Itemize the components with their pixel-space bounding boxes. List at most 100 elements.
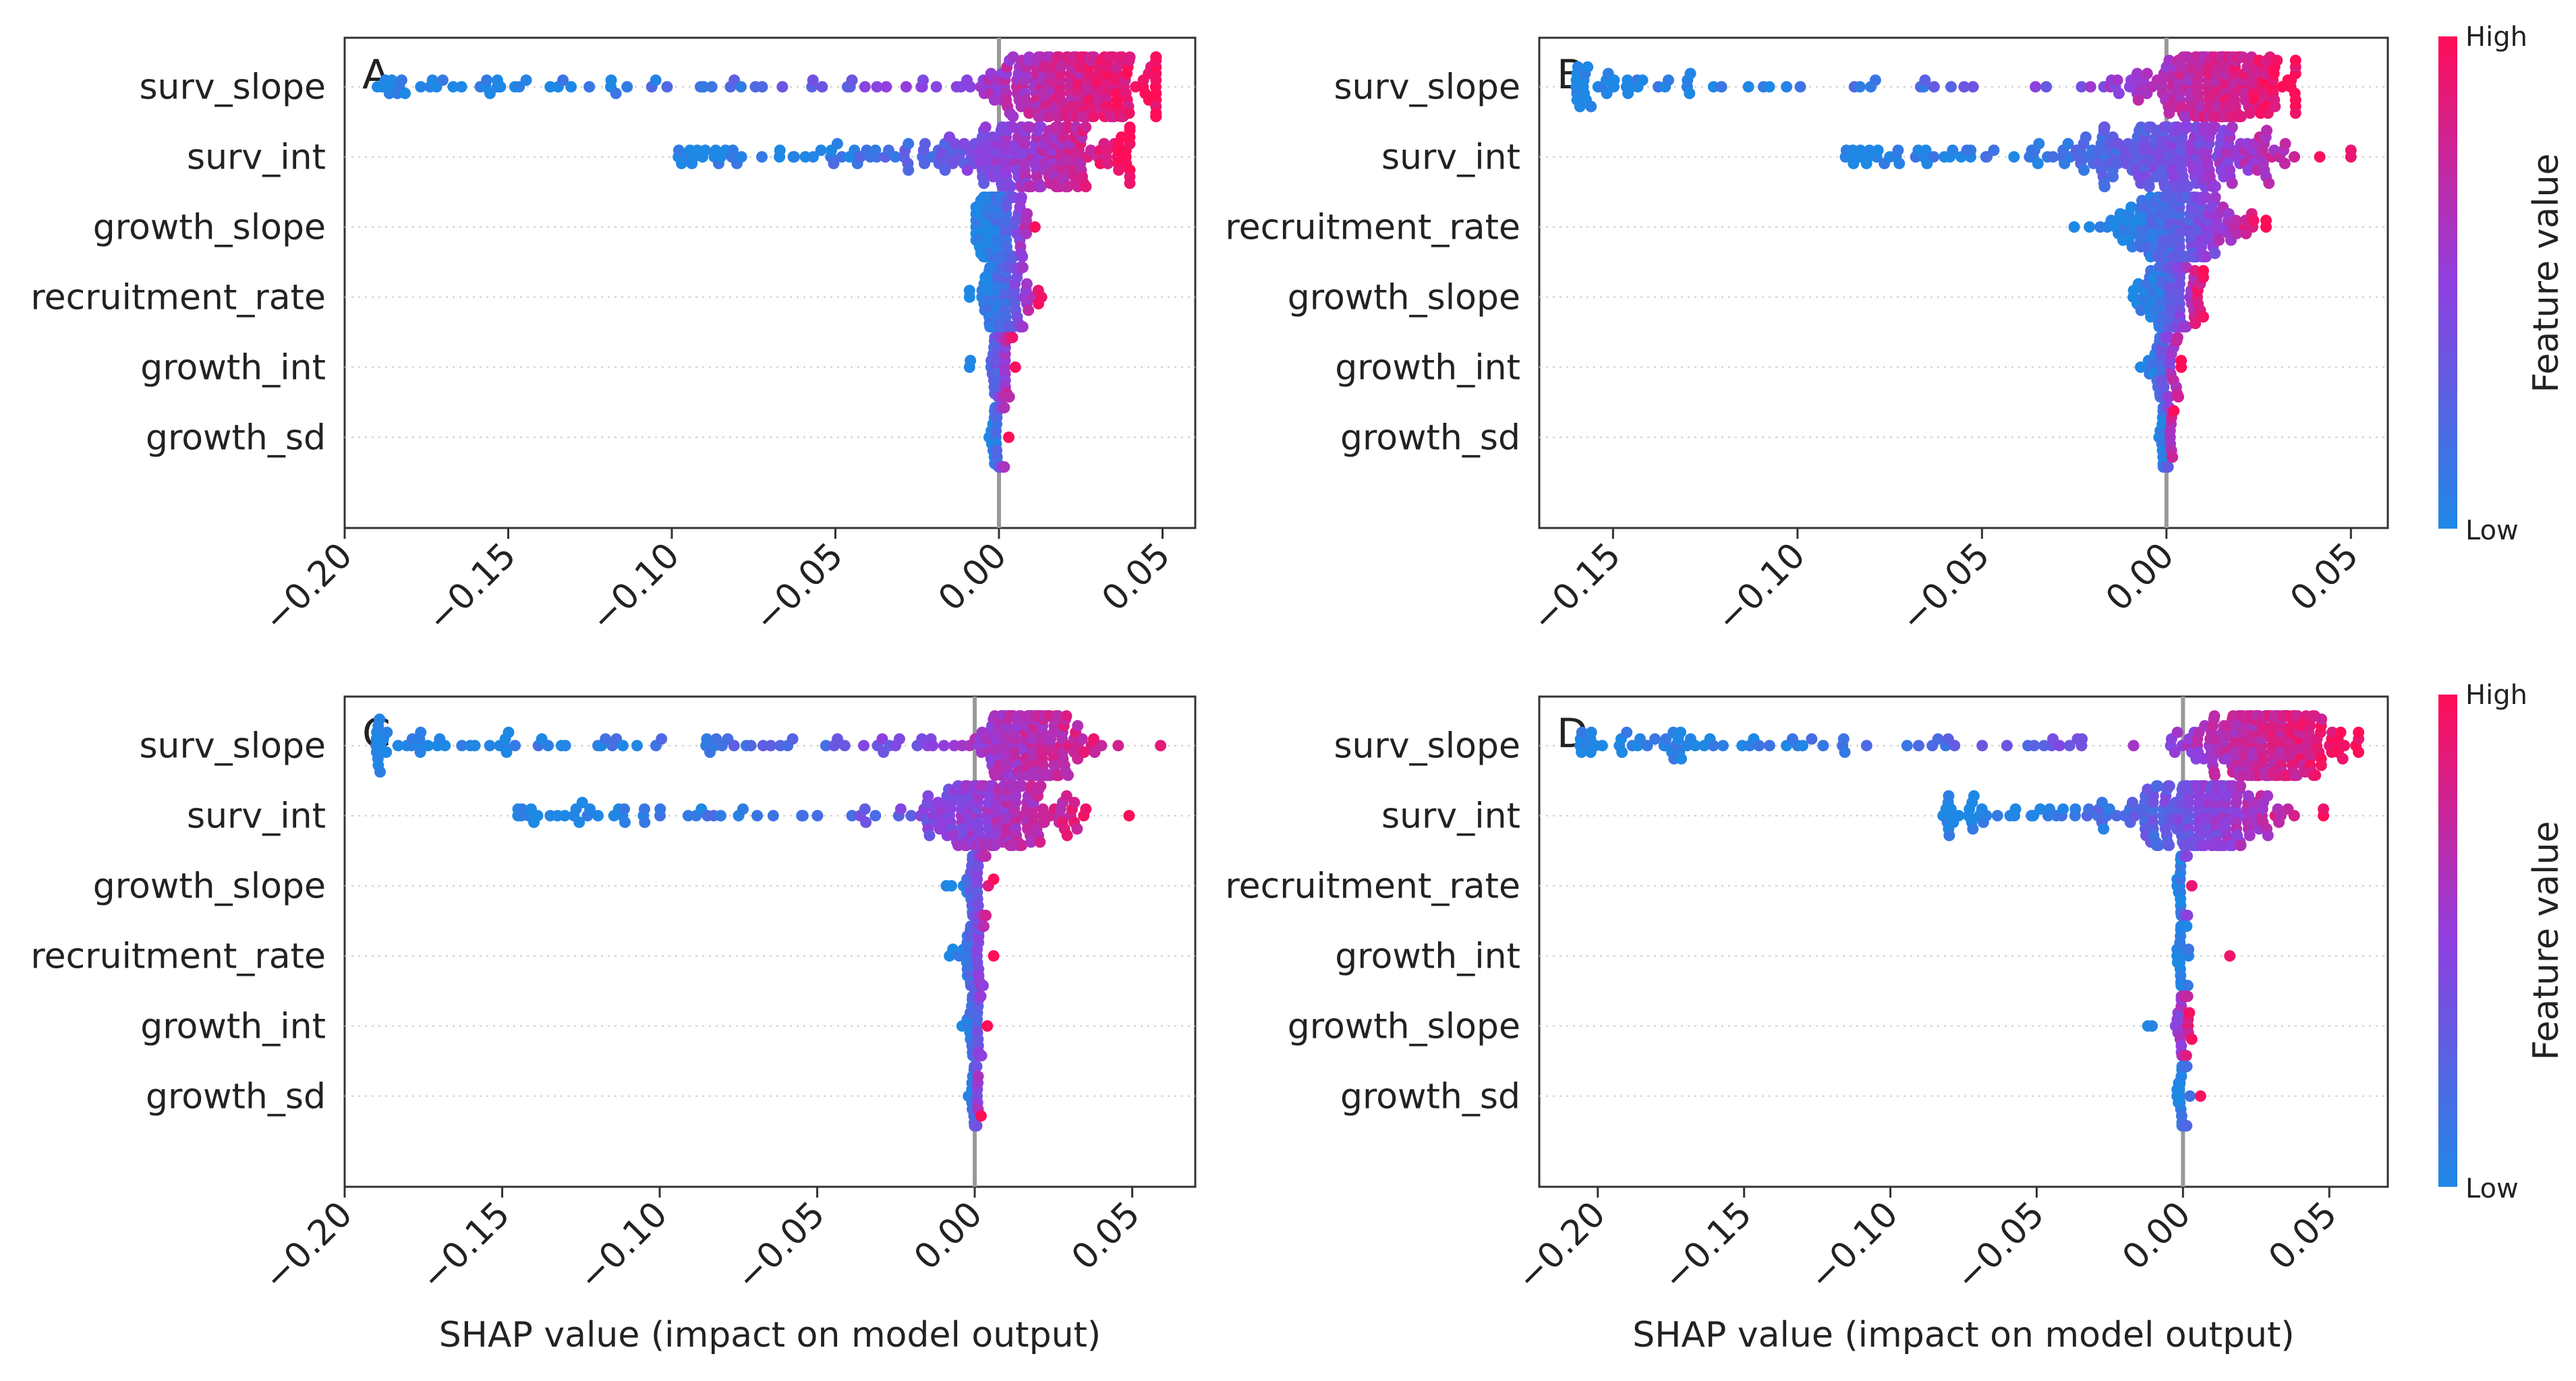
- shap-point: [2030, 81, 2042, 93]
- shap-point: [1113, 164, 1125, 176]
- shap-point: [436, 74, 449, 86]
- x-tick-label: 0.05: [2283, 535, 2366, 619]
- shap-point: [1029, 221, 1041, 233]
- shap-point: [903, 164, 915, 176]
- shap-point: [455, 81, 467, 93]
- shap-point: [481, 74, 493, 86]
- shap-point: [2146, 1020, 2158, 1032]
- shap-point: [965, 355, 977, 367]
- shap-point: [1837, 733, 1850, 745]
- shap-point: [1742, 81, 1754, 93]
- shap-point: [610, 87, 622, 99]
- shap-point: [1763, 740, 1775, 752]
- x-tick-label: −0.15: [413, 1194, 518, 1299]
- shap-point: [2076, 81, 2088, 93]
- shap-point: [1007, 111, 1019, 123]
- feature-label: surv_int: [187, 796, 326, 837]
- shap-point: [998, 402, 1010, 414]
- shap-point: [2314, 151, 2326, 163]
- shap-point: [415, 81, 427, 93]
- shap-point: [946, 880, 958, 892]
- feature-label: growth_int: [1335, 348, 1520, 388]
- shap-point: [1781, 81, 1793, 93]
- shap-point: [2126, 796, 2138, 809]
- shap-point: [807, 151, 820, 163]
- shap-point: [831, 138, 843, 150]
- shap-point: [894, 733, 906, 745]
- shap-point: [815, 144, 827, 156]
- shap-point: [2316, 713, 2328, 726]
- shap-point: [2047, 151, 2059, 163]
- shap-point: [828, 157, 840, 169]
- shap-point: [584, 803, 596, 815]
- shap-point: [961, 164, 973, 176]
- shap-point: [682, 810, 694, 822]
- shap-point: [422, 740, 434, 752]
- shap-point: [2103, 803, 2115, 815]
- shap-point: [2315, 759, 2327, 771]
- shap-point: [697, 81, 710, 93]
- shap-point: [2335, 726, 2347, 738]
- shap-point: [650, 74, 662, 86]
- shap-point: [971, 1120, 983, 1132]
- shap-point: [1953, 810, 1965, 822]
- shap-point: [532, 810, 544, 822]
- shap-point: [672, 144, 685, 156]
- shap-point: [1124, 121, 1136, 134]
- x-tick-label: −0.20: [256, 1194, 360, 1299]
- feature-label: growth_slope: [1288, 278, 1520, 318]
- shap-point: [2008, 151, 2020, 163]
- shap-point: [503, 726, 515, 738]
- shap-point: [971, 1061, 983, 1073]
- shap-point: [900, 81, 912, 93]
- x-tick-label: −0.10: [571, 1194, 675, 1299]
- shap-point: [846, 810, 858, 822]
- shap-point: [2112, 138, 2124, 150]
- shap-point: [2163, 107, 2175, 119]
- shap-point: [2189, 318, 2202, 330]
- x-tick-label: −0.10: [1802, 1194, 1906, 1299]
- shap-point: [774, 144, 786, 156]
- shap-point: [1023, 304, 1035, 316]
- shap-point: [2009, 803, 2022, 815]
- shap-point: [776, 81, 789, 93]
- x-tick-label: −0.15: [1524, 535, 1628, 640]
- shap-point: [1585, 726, 1597, 738]
- shap-point: [905, 810, 917, 822]
- shap-point: [619, 816, 631, 828]
- shap-point: [1676, 753, 1688, 765]
- shap-point: [374, 713, 386, 726]
- shap-point: [565, 81, 577, 93]
- shap-point: [838, 740, 851, 752]
- shap-point: [2181, 991, 2194, 1003]
- shap-point: [2141, 67, 2153, 80]
- shap-point: [2181, 920, 2193, 933]
- shap-point: [2040, 81, 2053, 93]
- shap-point: [2111, 157, 2123, 169]
- x-tick-label: −0.05: [1893, 535, 1997, 640]
- shap-point: [2226, 177, 2238, 189]
- colorbar-high-label: High: [2465, 22, 2527, 53]
- shap-point: [2034, 803, 2047, 815]
- shap-point: [2353, 726, 2365, 738]
- shap-point: [2181, 181, 2194, 193]
- shap-point: [1967, 81, 1979, 93]
- shap-point: [938, 740, 950, 752]
- shap-point: [1060, 710, 1072, 722]
- shap-point: [2198, 264, 2210, 276]
- feature-label: surv_slope: [1334, 67, 1520, 108]
- feature-label: surv_slope: [139, 67, 326, 108]
- shap-point: [811, 810, 824, 822]
- shap-point: [1976, 740, 1988, 752]
- shap-point: [1101, 157, 1114, 169]
- shap-point: [1037, 803, 1049, 815]
- feature-label: growth_sd: [146, 418, 326, 459]
- shap-point: [2181, 1061, 2193, 1073]
- shap-point: [1616, 746, 1628, 758]
- shap-point: [2289, 151, 2301, 163]
- shap-point: [2068, 221, 2080, 233]
- shap-point: [745, 740, 757, 752]
- shap-point: [2345, 144, 2357, 156]
- shap-point: [2127, 740, 2140, 752]
- shap-point: [2263, 177, 2275, 189]
